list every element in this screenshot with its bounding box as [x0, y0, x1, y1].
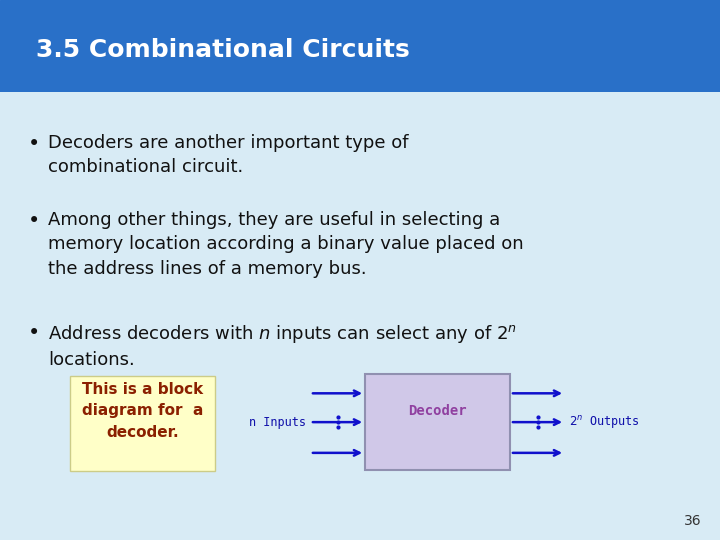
Text: $2^n$ Outputs: $2^n$ Outputs	[569, 414, 639, 430]
FancyBboxPatch shape	[365, 374, 510, 470]
Text: Address decoders with $n$ inputs can select any of $2^{n}$
locations.: Address decoders with $n$ inputs can sel…	[48, 323, 517, 369]
Text: Among other things, they are useful in selecting a
memory location according a b: Among other things, they are useful in s…	[48, 211, 523, 278]
Text: 3.5 Combinational Circuits: 3.5 Combinational Circuits	[36, 38, 410, 63]
Text: Decoder: Decoder	[408, 403, 467, 417]
FancyBboxPatch shape	[70, 376, 215, 471]
Text: This is a block
diagram for  a
decoder.: This is a block diagram for a decoder.	[82, 382, 203, 440]
Text: 36: 36	[685, 515, 702, 528]
Text: Decoders are another important type of
combinational circuit.: Decoders are another important type of c…	[48, 133, 408, 176]
Text: •: •	[28, 323, 40, 343]
Text: •: •	[28, 211, 40, 231]
Text: n Inputs: n Inputs	[249, 416, 306, 429]
Text: •: •	[28, 133, 40, 153]
